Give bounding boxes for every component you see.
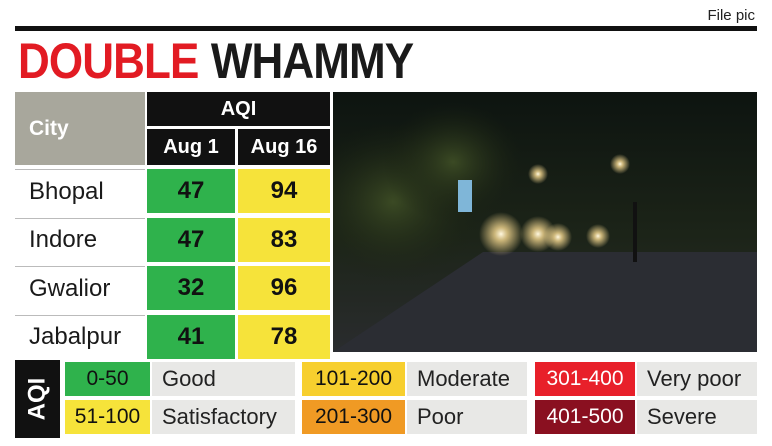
city-cell: Jabalpur	[15, 314, 145, 359]
legend-category: Severe	[637, 400, 757, 434]
aqi-cell: 47	[147, 217, 235, 262]
legend-category: Satisfactory	[152, 400, 295, 434]
aqi-cell: 83	[238, 217, 330, 262]
source-note: File pic	[707, 6, 755, 24]
date-header: Aug 1	[147, 129, 235, 165]
legend-category: Moderate	[407, 362, 527, 396]
city-cell: Gwalior	[15, 266, 145, 310]
legend-range: 201-300	[302, 400, 405, 434]
date-header: Aug 16	[238, 129, 330, 165]
title: DOUBLE WHAMMY	[18, 33, 414, 89]
aqi-cell: 78	[238, 314, 330, 359]
legend-category: Very poor	[637, 362, 757, 396]
aqi-cell: 96	[238, 266, 330, 310]
photo	[333, 92, 757, 352]
legend-range: 51-100	[65, 400, 150, 434]
legend-label: AQI	[23, 377, 51, 421]
city-cell: Indore	[15, 217, 145, 262]
legend-range: 101-200	[302, 362, 405, 396]
aqi-cell: 41	[147, 314, 235, 359]
title-part: WHAMMY	[210, 33, 414, 89]
aqi-cell: 94	[238, 169, 330, 213]
city-header: City	[15, 92, 145, 165]
legend-category: Poor	[407, 400, 527, 434]
city-cell: Bhopal	[15, 169, 145, 213]
legend-range: 0-50	[65, 362, 150, 396]
aqi-cell: 47	[147, 169, 235, 213]
legend-range: 301-400	[535, 362, 635, 396]
legend-range: 401-500	[535, 400, 635, 434]
legend-label-box: AQI	[15, 360, 60, 438]
rule	[15, 26, 757, 31]
legend-category: Good	[152, 362, 295, 396]
title-part: DOUBLE	[18, 33, 199, 89]
aqi-cell: 32	[147, 266, 235, 310]
aqi-header: AQI	[147, 92, 330, 126]
